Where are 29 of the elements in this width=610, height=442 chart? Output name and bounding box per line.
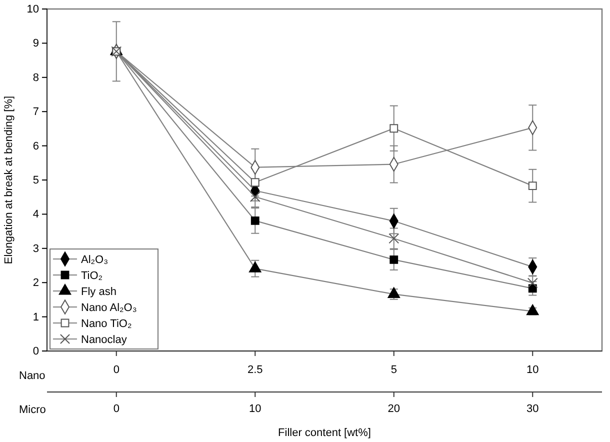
y-tick-label: 2 (32, 277, 39, 290)
text: 0 (113, 403, 120, 415)
legend-label: TiO₂ (81, 270, 103, 282)
legend-label: Al₂O₃ (81, 254, 108, 266)
y-tick-label: 7 (32, 106, 39, 118)
y-tick-label: 3 (32, 242, 39, 255)
legend-label: Nano TiO₂ (81, 318, 132, 330)
x2-axis-title: Nano (19, 370, 46, 382)
x-tick-label: 0 (113, 364, 120, 376)
legend-label: Nano Al₂O₃ (81, 302, 137, 314)
text: 20 (388, 403, 400, 415)
x-tick-label: 2.5 (247, 364, 263, 376)
y-tick-label: 6 (32, 140, 39, 152)
y-tick-label: 4 (32, 208, 39, 221)
text: Micro (19, 404, 46, 416)
x-tick-label: 5 (390, 364, 397, 376)
x-tick-label: 10 (526, 364, 539, 376)
y-tick-label: 9 (32, 38, 39, 50)
legend-label: Nanoclay (81, 334, 128, 346)
x-axis-title: Filler content [wt%] (278, 427, 371, 439)
y-tick-label: 5 (32, 174, 39, 187)
legend-label: Fly ash (81, 286, 116, 298)
text: 10 (249, 403, 262, 415)
y-tick-label: 10 (26, 4, 39, 16)
y-axis-title: Elongation at break at bending [%] (3, 96, 15, 264)
text: 30 (526, 403, 539, 415)
y-tick-label: 1 (32, 311, 39, 324)
y-tick-label: 0 (32, 346, 39, 358)
y-tick-label: 8 (32, 72, 39, 84)
